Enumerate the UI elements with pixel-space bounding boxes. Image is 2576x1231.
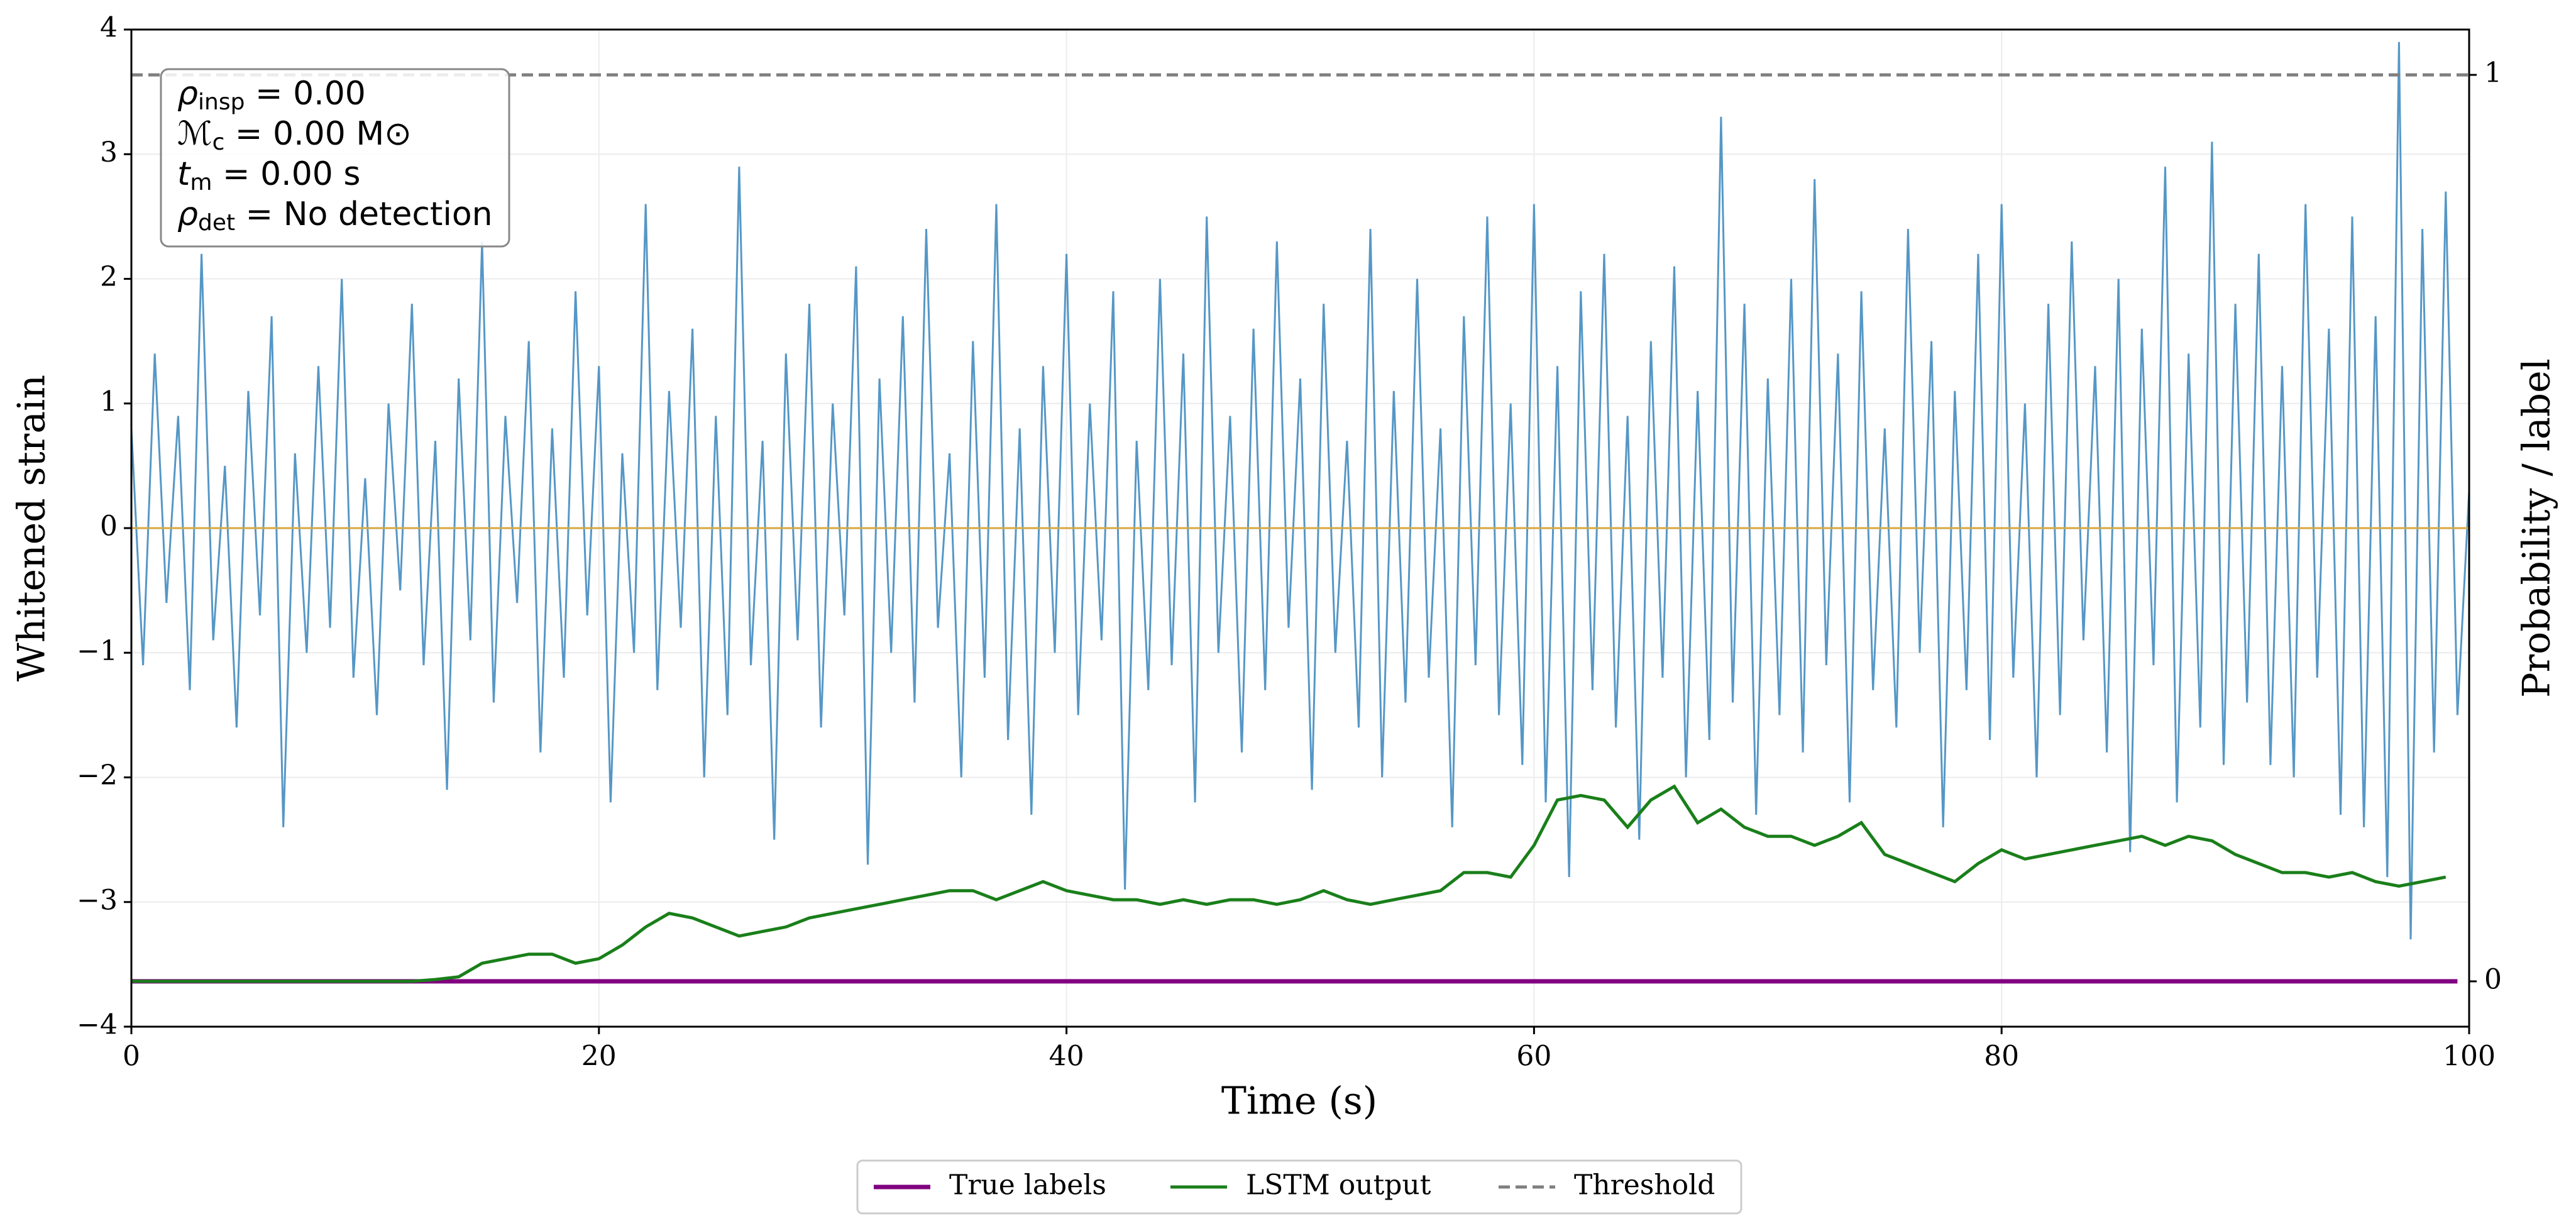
annotation: tm = 0.00 s <box>177 155 361 196</box>
annotation-part: c <box>212 130 225 155</box>
y-tick-label: −4 <box>77 1009 118 1041</box>
y-tick-label: −2 <box>77 759 118 792</box>
x-tick-label: 0 <box>123 1041 140 1073</box>
y-tick-label: 3 <box>100 136 118 168</box>
y-tick-label: 0 <box>100 511 118 543</box>
plot-area <box>131 41 2469 984</box>
legend-label: LSTM output <box>1246 1169 1431 1201</box>
y2-tick-label: 1 <box>2484 57 2502 89</box>
y2-tick-label: 0 <box>2484 963 2502 995</box>
annotation-part: ρ <box>177 75 198 113</box>
annotation-part: = No detection <box>235 196 492 233</box>
annotation-part: = 0.00 s <box>212 155 360 193</box>
x-tick-label: 100 <box>2443 1041 2496 1073</box>
annotation: ρdet = No detection <box>177 196 493 236</box>
annotation-part: t <box>177 155 191 193</box>
y-tick-label: −1 <box>77 635 118 667</box>
x-tick-label: 40 <box>1049 1041 1084 1073</box>
annotation-box <box>160 68 510 248</box>
x-axis-label: Time (s) <box>1221 1079 1377 1123</box>
series-line <box>131 784 2447 983</box>
annotation-part: = 0.00 M⊙ <box>224 115 411 153</box>
x-tick-label: 80 <box>1984 1041 2019 1073</box>
y-tick-label: 4 <box>100 12 118 44</box>
y2-axis-label: Probability / label <box>2515 358 2559 698</box>
y-tick-label: −3 <box>77 884 118 916</box>
annotation-part: = 0.00 <box>245 75 365 113</box>
annotation: ρinsp = 0.00 <box>177 75 366 115</box>
annotation-part: ρ <box>177 196 198 233</box>
annotation-part: det <box>198 210 235 236</box>
legend-label: True labels <box>949 1169 1106 1201</box>
y-tick-label: 2 <box>100 261 118 293</box>
strain-line <box>131 41 2469 940</box>
annotation: ℳc = 0.00 M⊙ <box>177 115 412 155</box>
x-tick-label: 60 <box>1516 1041 1551 1073</box>
y-tick-label: 1 <box>100 385 118 417</box>
legend-label: Threshold <box>1574 1169 1715 1201</box>
annotation-part: m <box>190 170 212 196</box>
annotation-part: insp <box>198 89 245 115</box>
x-tick-label: 20 <box>581 1041 617 1073</box>
y-axis-label: Whitened strain <box>10 375 54 682</box>
legend-box <box>856 1159 1742 1215</box>
annotation-part: ℳ <box>177 115 212 153</box>
